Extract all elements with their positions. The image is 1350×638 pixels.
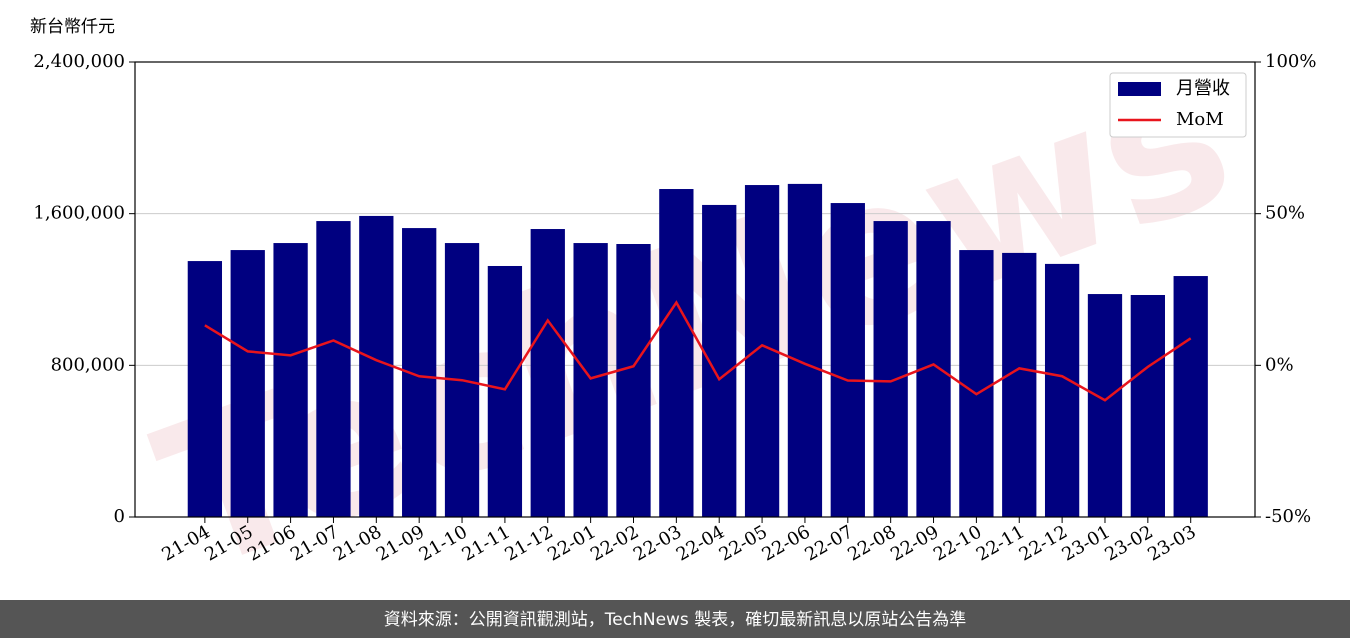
bar: [1002, 252, 1037, 518]
y2-tick-label: 0%: [1265, 354, 1294, 375]
x-tick-label: 22-03: [630, 521, 685, 565]
x-tick-label: 22-12: [1016, 521, 1071, 565]
x-tick-label: 22-05: [716, 521, 771, 565]
x-tick-label: 22-07: [801, 521, 856, 565]
line: [204, 300, 1192, 402]
legend-label: MoM: [1176, 109, 1224, 130]
y-axis-label: 新台幣仟元: [30, 17, 115, 37]
x-tick-label: 21-12: [501, 521, 556, 565]
bar: [1130, 294, 1165, 517]
x-tick-label: 22-01: [544, 521, 599, 565]
x-tick-label: 22-09: [887, 521, 942, 565]
bar: [830, 203, 865, 518]
footer-bar: [0, 600, 1350, 638]
y-tick-label: 2,400,000: [33, 51, 125, 72]
legend-swatch: [1118, 82, 1161, 96]
y2-tick-label: 100%: [1265, 51, 1316, 72]
x-tick-label: 22-02: [587, 521, 642, 565]
bar: [616, 244, 651, 517]
x-tick-label: 22-04: [673, 521, 728, 565]
x-tick-label: 22-11: [973, 521, 1028, 565]
x-tick-label: 23-03: [1144, 521, 1199, 565]
footer: 資料來源：公開資訊觀測站，TechNews 製表，確切最新訊息以原站公告為準: [384, 610, 966, 630]
bar: [702, 204, 737, 517]
bar: [187, 261, 223, 517]
bar: [787, 183, 823, 517]
bar: [273, 243, 308, 518]
bar: [359, 215, 394, 518]
bar: [487, 265, 523, 517]
bar: [1087, 294, 1123, 517]
y-tick-label: 800,000: [51, 354, 125, 375]
x-tick-label: 23-01: [1059, 521, 1114, 565]
x-tick-label: 21-11: [458, 521, 513, 565]
y2-tick-label: 50%: [1265, 203, 1305, 224]
bar: [959, 250, 994, 518]
x-tick-label: 22-08: [844, 521, 899, 565]
x-tick-label: 22-10: [930, 521, 985, 565]
bar: [230, 250, 265, 518]
x-tick-label: 22-06: [759, 521, 814, 565]
bar: [873, 221, 908, 517]
bar: [1044, 263, 1080, 517]
bar: [530, 229, 565, 517]
bar: [573, 243, 608, 518]
legend-label: 月營收: [1176, 78, 1230, 99]
y-tick-label: 1,600,000: [33, 203, 125, 224]
bar: [659, 189, 694, 518]
y2-tick-label: -50%: [1265, 506, 1311, 527]
y-tick-label: 0: [114, 506, 125, 527]
x-tick-label: 23-02: [1101, 521, 1156, 565]
bar: [316, 221, 351, 517]
bar: [1173, 276, 1208, 517]
plot-frame: [134, 61, 1256, 518]
